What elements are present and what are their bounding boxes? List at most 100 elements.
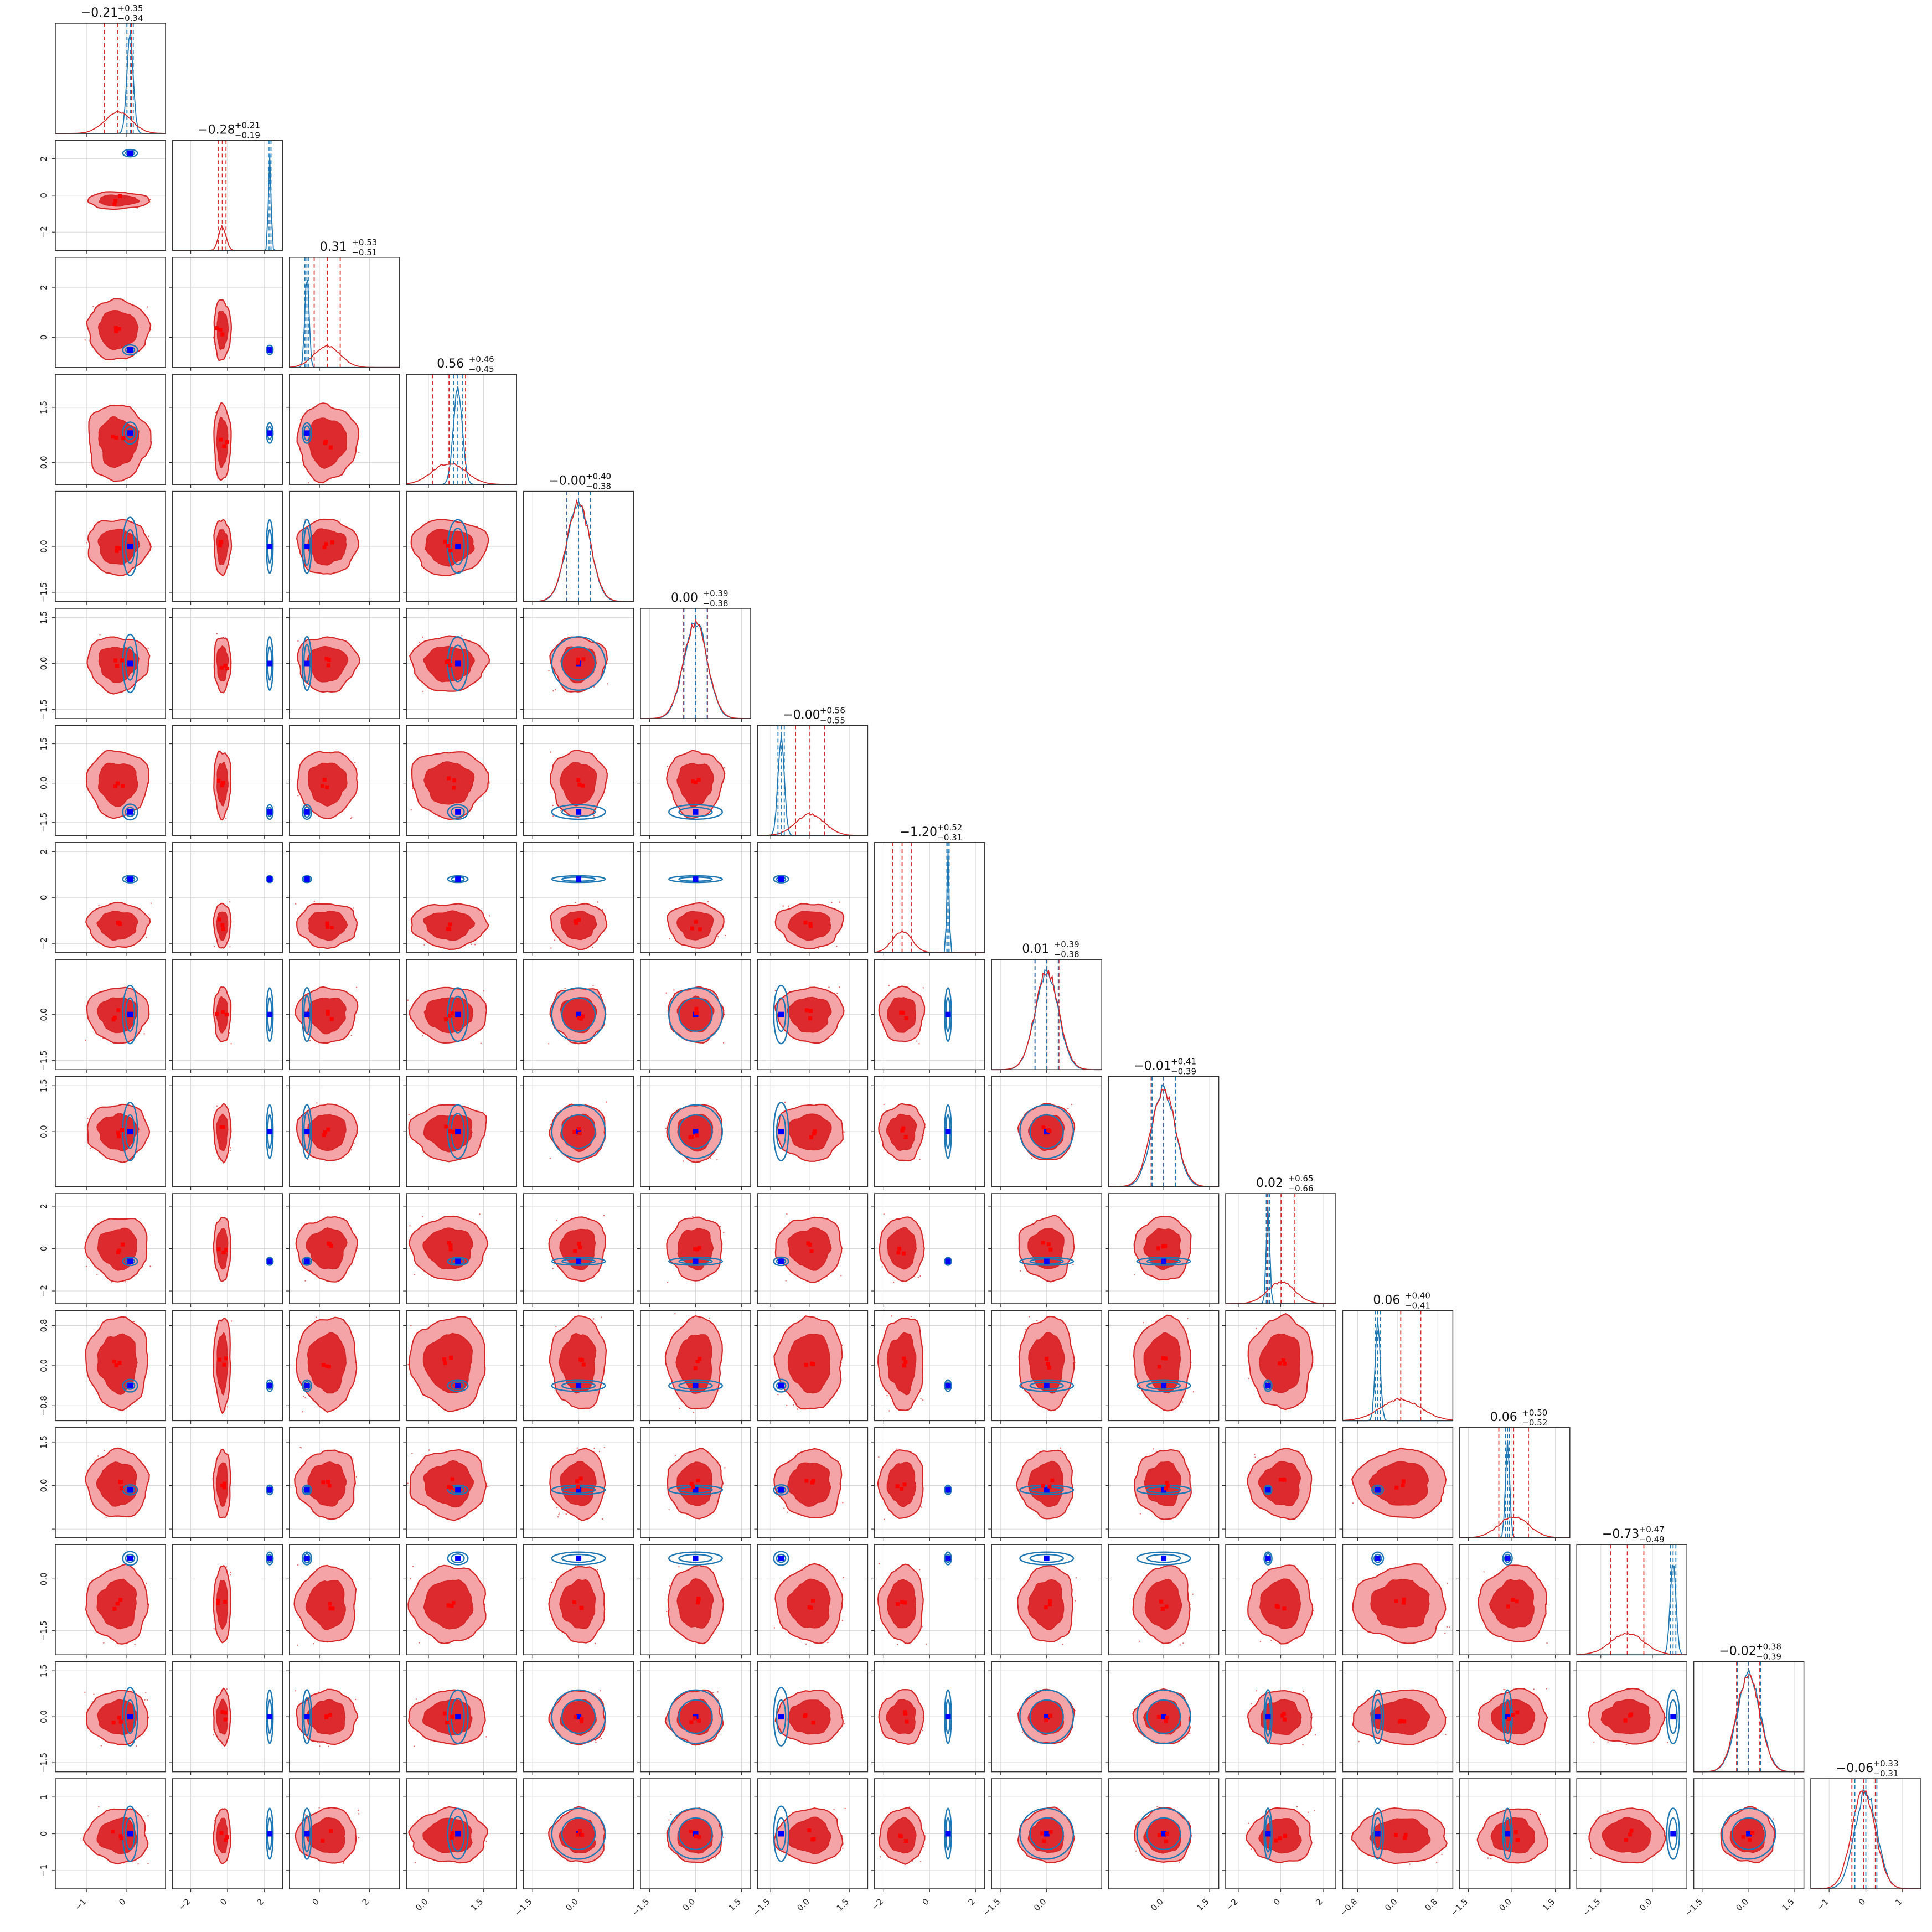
param-title-plus-11: +0.40 xyxy=(1405,1290,1430,1300)
blue-contour-outer xyxy=(668,987,724,1042)
red-marker xyxy=(694,919,698,924)
panel-10-4 xyxy=(520,1193,634,1307)
panel-contours xyxy=(1351,1807,1448,1865)
red-sample-point xyxy=(422,690,424,693)
red-sample-point xyxy=(318,1807,320,1809)
red-marker xyxy=(222,444,226,448)
blue-contour-outer xyxy=(447,1379,469,1392)
red-marker xyxy=(112,1359,116,1363)
red-contour-inner xyxy=(675,1334,712,1394)
red-sample-point xyxy=(415,1698,417,1700)
blue-truth-marker xyxy=(1375,1831,1381,1837)
red-sample-point xyxy=(1590,1858,1592,1859)
red-sample-point xyxy=(911,1861,913,1862)
blue-contour-outer xyxy=(1371,1689,1385,1744)
red-sample-point xyxy=(354,1698,357,1701)
blue-truth-marker xyxy=(455,660,461,667)
red-sample-point xyxy=(84,339,86,341)
red-marker xyxy=(321,1838,325,1843)
panel-contours xyxy=(213,1551,274,1644)
param-title-minus-0: −0.34 xyxy=(118,13,143,23)
panel-frame xyxy=(55,374,166,485)
panel-contours xyxy=(84,1218,151,1283)
red-sample-point xyxy=(552,815,554,817)
red-marker xyxy=(444,1017,448,1021)
red-sample-point xyxy=(1181,1401,1184,1403)
panel-7-1 xyxy=(169,842,283,956)
red-marker xyxy=(693,780,698,784)
panel-12-7 xyxy=(871,1427,985,1541)
panel-11-0 xyxy=(52,1310,166,1424)
red-sample-point xyxy=(593,1448,595,1449)
blue-contour-outer xyxy=(122,1378,138,1393)
red-histogram xyxy=(1342,1398,1453,1421)
red-sample-point xyxy=(297,1644,298,1646)
red-sample-point xyxy=(316,1102,318,1104)
x-tick-label: −2 xyxy=(177,1897,192,1912)
panel-contours xyxy=(296,518,360,575)
red-sample-point xyxy=(350,1035,352,1036)
y-tick-label: 0.0 xyxy=(39,540,49,553)
red-sample-point xyxy=(565,1513,567,1515)
blue-truth-marker xyxy=(304,1487,310,1493)
panel-15-7 xyxy=(871,1778,985,1892)
blue-truth-marker xyxy=(576,1011,582,1017)
panel-contours xyxy=(294,1447,357,1520)
blue-truth-marker xyxy=(576,1383,582,1389)
blue-truth-marker xyxy=(455,809,461,815)
blue-truth-marker xyxy=(945,1556,951,1562)
x-tick-label: −1.5 xyxy=(513,1897,534,1918)
red-sample-point xyxy=(883,1103,885,1106)
red-contour-inner xyxy=(216,645,229,682)
blue-truth-marker xyxy=(576,1714,582,1720)
red-marker xyxy=(446,927,450,931)
y-tick-label: 1.5 xyxy=(39,1664,49,1677)
red-marker xyxy=(225,1835,229,1839)
red-marker xyxy=(1750,1831,1754,1835)
red-sample-point xyxy=(414,1862,416,1863)
red-marker xyxy=(581,1014,585,1019)
red-marker xyxy=(448,922,452,927)
red-marker xyxy=(111,1830,115,1834)
blue-contour-inner xyxy=(1029,1699,1064,1734)
x-tick-label: 0.8 xyxy=(1423,1897,1440,1913)
x-tick-label: 2 xyxy=(967,1897,977,1907)
red-sample-point xyxy=(910,1315,912,1318)
red-sample-point xyxy=(350,818,352,819)
blue-truth-marker xyxy=(304,1556,310,1562)
blue-contour-outer xyxy=(1263,1689,1273,1744)
panel-frame xyxy=(289,725,400,836)
red-marker xyxy=(1165,1716,1169,1720)
panel-11-7 xyxy=(871,1310,985,1424)
red-marker xyxy=(1157,1833,1161,1837)
red-sample-point xyxy=(96,1274,98,1275)
panel-contours xyxy=(1352,1689,1447,1745)
red-marker xyxy=(1050,1478,1055,1482)
panel-10-7 xyxy=(871,1193,985,1307)
panel-frame xyxy=(406,374,517,485)
red-contour-inner xyxy=(559,1579,596,1629)
blue-contour-outer xyxy=(668,1257,724,1266)
red-marker xyxy=(578,1016,583,1021)
red-marker xyxy=(804,1363,808,1367)
red-sample-point xyxy=(716,1159,718,1161)
red-marker xyxy=(695,1247,699,1252)
blue-contour-outer xyxy=(301,1807,313,1860)
red-marker xyxy=(1164,1604,1169,1609)
panel-contours xyxy=(295,1216,358,1283)
red-sample-point xyxy=(720,1226,721,1228)
blue-contour-outer xyxy=(551,875,606,884)
x-tick-label: −1.5 xyxy=(981,1897,1002,1918)
blue-contour-outer xyxy=(301,1484,313,1495)
blue-contour-outer xyxy=(265,1104,274,1159)
red-sample-point xyxy=(603,1447,606,1449)
blue-truth-marker xyxy=(1044,1831,1050,1837)
red-sample-point xyxy=(665,992,667,994)
red-sample-point xyxy=(225,818,227,819)
red-sample-point xyxy=(667,1282,669,1283)
red-marker xyxy=(221,781,225,785)
x-tick-label: 0.0 xyxy=(1734,1897,1750,1913)
y-tick-label: 2 xyxy=(39,285,49,290)
red-sample-point xyxy=(1270,1640,1272,1641)
blue-contour-outer xyxy=(551,804,606,820)
